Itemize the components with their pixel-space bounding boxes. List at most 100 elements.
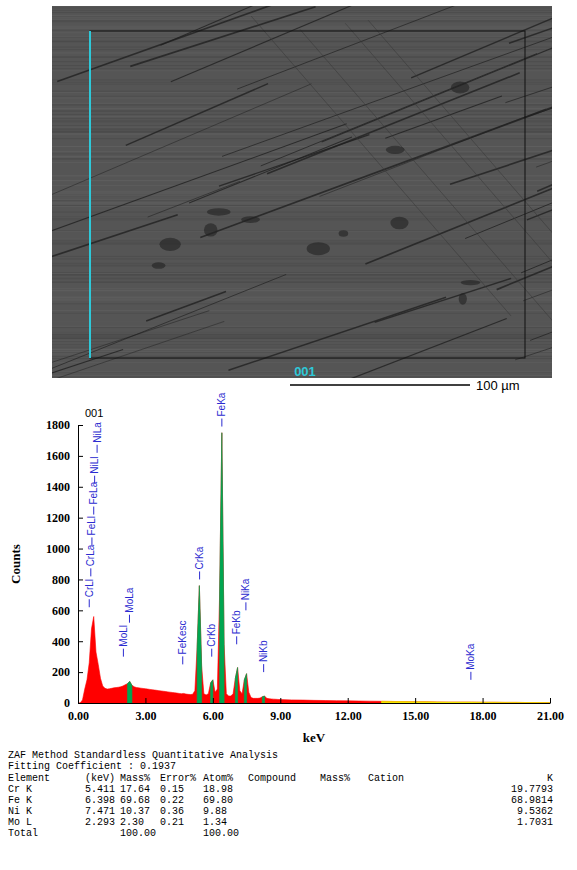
- image-texture: [52, 6, 552, 378]
- texture-line: [52, 334, 552, 335]
- table-header: K: [547, 773, 553, 784]
- scratch: [515, 245, 552, 360]
- scratch: [525, 12, 552, 117]
- dark-spot: [241, 216, 260, 223]
- texture-line: [52, 41, 552, 42]
- texture-line: [52, 278, 552, 279]
- peak-label: NiKb: [258, 640, 269, 662]
- scratch: [375, 278, 511, 322]
- peak-marker: [123, 649, 124, 657]
- table-cell: 9.88: [203, 806, 227, 817]
- texture-line: [52, 42, 552, 43]
- scratch: [505, 6, 552, 103]
- image-label: 001: [294, 364, 316, 379]
- sem-image: 001: [0, 0, 577, 521]
- texture-line: [52, 256, 552, 257]
- tick: 1800: [46, 418, 83, 432]
- table-header: Mass%: [320, 773, 350, 784]
- table-header: Mass%: [120, 773, 150, 784]
- texture-line: [52, 110, 552, 111]
- texture-line: [52, 290, 552, 291]
- tick-label: 200: [52, 665, 70, 679]
- texture-line: [52, 28, 552, 29]
- spectrum-area: [78, 433, 550, 703]
- tick-mark: [213, 698, 214, 703]
- texture-line: [52, 340, 552, 341]
- texture-line: [52, 41, 552, 42]
- texture-line: [52, 111, 552, 112]
- table-cell: 10.37: [120, 806, 150, 817]
- table-cell: 100.00: [203, 828, 239, 839]
- tick: 12.00: [335, 698, 362, 723]
- page: 001100 µm0010.003.006.009.0012.0015.0018…: [0, 0, 577, 870]
- tick-label: 1000: [46, 542, 70, 556]
- dark-spot: [339, 230, 349, 237]
- texture-line: [52, 180, 552, 181]
- texture-line: [52, 206, 552, 207]
- scratch: [320, 109, 546, 196]
- table-cell: Mo L: [8, 817, 32, 828]
- table-cell: 19.7793: [511, 784, 553, 795]
- peak-marker: [199, 571, 200, 579]
- peak-marker: [89, 599, 90, 607]
- table-cell: 1.7031: [517, 817, 553, 828]
- scratch: [497, 240, 552, 289]
- texture-line: [52, 264, 552, 265]
- texture-line: [52, 272, 552, 273]
- texture-line: [52, 352, 552, 353]
- peak-label: CrKa: [194, 546, 205, 569]
- scratch: [310, 376, 552, 378]
- texture-line: [52, 84, 552, 85]
- texture-line: [52, 180, 552, 181]
- results-table: ZAF Method Standardless Quantitative Ana…: [8, 750, 553, 839]
- texture-line: [52, 275, 552, 276]
- table-cell: 0.22: [160, 795, 184, 806]
- texture-line: [52, 258, 552, 259]
- texture-line: [52, 82, 552, 83]
- scratch: [432, 334, 552, 378]
- texture-line: [52, 17, 552, 18]
- texture-line: [52, 238, 552, 239]
- texture-line: [52, 138, 552, 139]
- tick-mark: [415, 698, 416, 703]
- tick: 200: [52, 665, 83, 679]
- table-header: Error%: [160, 773, 196, 784]
- texture-line: [52, 32, 552, 33]
- tick: 18.00: [470, 698, 497, 723]
- texture-line: [52, 349, 552, 350]
- texture-line: [52, 108, 552, 109]
- peak-marker: [129, 615, 130, 623]
- texture-line: [52, 21, 552, 22]
- tick-label: 12.00: [335, 709, 362, 723]
- peak-label: CrLl: [84, 579, 95, 597]
- scratch: [523, 258, 552, 301]
- y-axis: 020040060080010001200140016001800: [46, 418, 83, 710]
- table-cell: 17.64: [120, 784, 150, 795]
- tick-label: 400: [52, 635, 70, 649]
- dark-spot: [152, 262, 166, 269]
- cyan-marker: [89, 31, 91, 358]
- peak-label: NiKa: [240, 578, 251, 600]
- table-cell: 1.34: [203, 817, 227, 828]
- texture-line: [52, 125, 552, 126]
- scratch: [148, 181, 240, 217]
- scratch: [465, 157, 552, 239]
- texture-line: [52, 47, 552, 48]
- texture-line: [52, 362, 552, 363]
- peak-label: MoKa: [465, 643, 476, 670]
- dark-spot: [390, 217, 408, 230]
- tick-label: 15.00: [402, 709, 429, 723]
- scratch: [536, 100, 552, 167]
- scratch: [52, 124, 347, 232]
- texture-line: [52, 296, 552, 297]
- table-header: (keV): [85, 773, 115, 784]
- spectrum-area: [381, 701, 550, 703]
- tick: 15.00: [402, 698, 429, 723]
- scratch: [345, 23, 552, 323]
- peak-label: FeKb: [231, 610, 242, 634]
- peak-marker: [182, 656, 183, 664]
- dark-spot: [204, 223, 218, 236]
- texture-line: [52, 41, 552, 42]
- tick-label: 18.00: [470, 709, 497, 723]
- tick-mark: [280, 698, 281, 703]
